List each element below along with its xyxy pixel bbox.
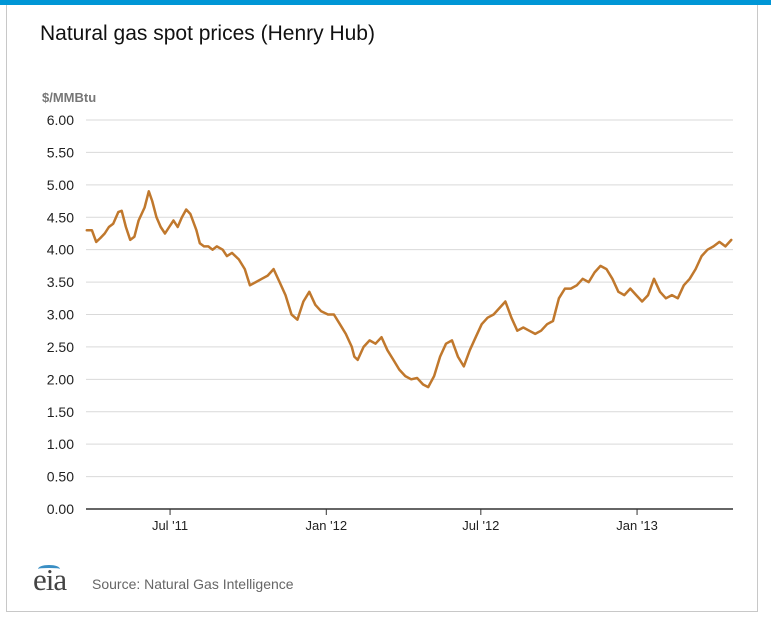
y-tick-label: 0.00 (47, 501, 74, 517)
source-note: Source: Natural Gas Intelligence (92, 576, 294, 592)
eia-logo: eia (33, 562, 67, 598)
y-tick-label: 6.00 (47, 112, 74, 128)
eia-logo-arc (38, 565, 60, 573)
y-tick-label: 1.50 (47, 404, 74, 420)
x-tick-label: Jan '12 (306, 518, 348, 533)
y-tick-label: 3.00 (47, 307, 74, 323)
y-axis-unit-label: $/MMBtu (42, 90, 96, 105)
y-tick-label: 2.00 (47, 371, 74, 387)
x-tick-label: Jul '11 (152, 518, 188, 533)
y-tick-label: 4.00 (47, 242, 74, 258)
x-tick-label: Jan '13 (616, 518, 658, 533)
line-chart: $/MMBtu 0.00 0.50 1.00 1.50 2.00 2.50 3.00 3.50… (42, 90, 733, 533)
y-tick-label: 5.50 (47, 144, 74, 160)
y-tick-label: 1.00 (47, 436, 74, 452)
chart-title: Natural gas spot prices (Henry Hub) (40, 22, 375, 45)
series-line-henry-hub-price (85, 190, 733, 389)
y-tick-label: 4.50 (47, 209, 74, 225)
y-tick-label: 0.50 (47, 469, 74, 485)
y-tick-label: 3.50 (47, 274, 74, 290)
top-accent-bar (0, 0, 771, 5)
x-tick-label: Jul '12 (462, 518, 499, 533)
y-tick-label: 2.50 (47, 339, 74, 355)
y-tick-label: 5.00 (47, 177, 74, 193)
chart-frame (6, 5, 758, 612)
